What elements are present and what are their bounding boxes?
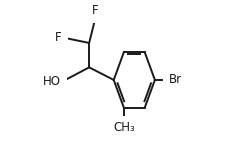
Text: F: F: [92, 4, 98, 17]
Text: Br: Br: [169, 73, 182, 86]
Text: F: F: [55, 31, 62, 44]
Text: HO: HO: [43, 75, 61, 88]
Text: CH₃: CH₃: [113, 121, 135, 134]
